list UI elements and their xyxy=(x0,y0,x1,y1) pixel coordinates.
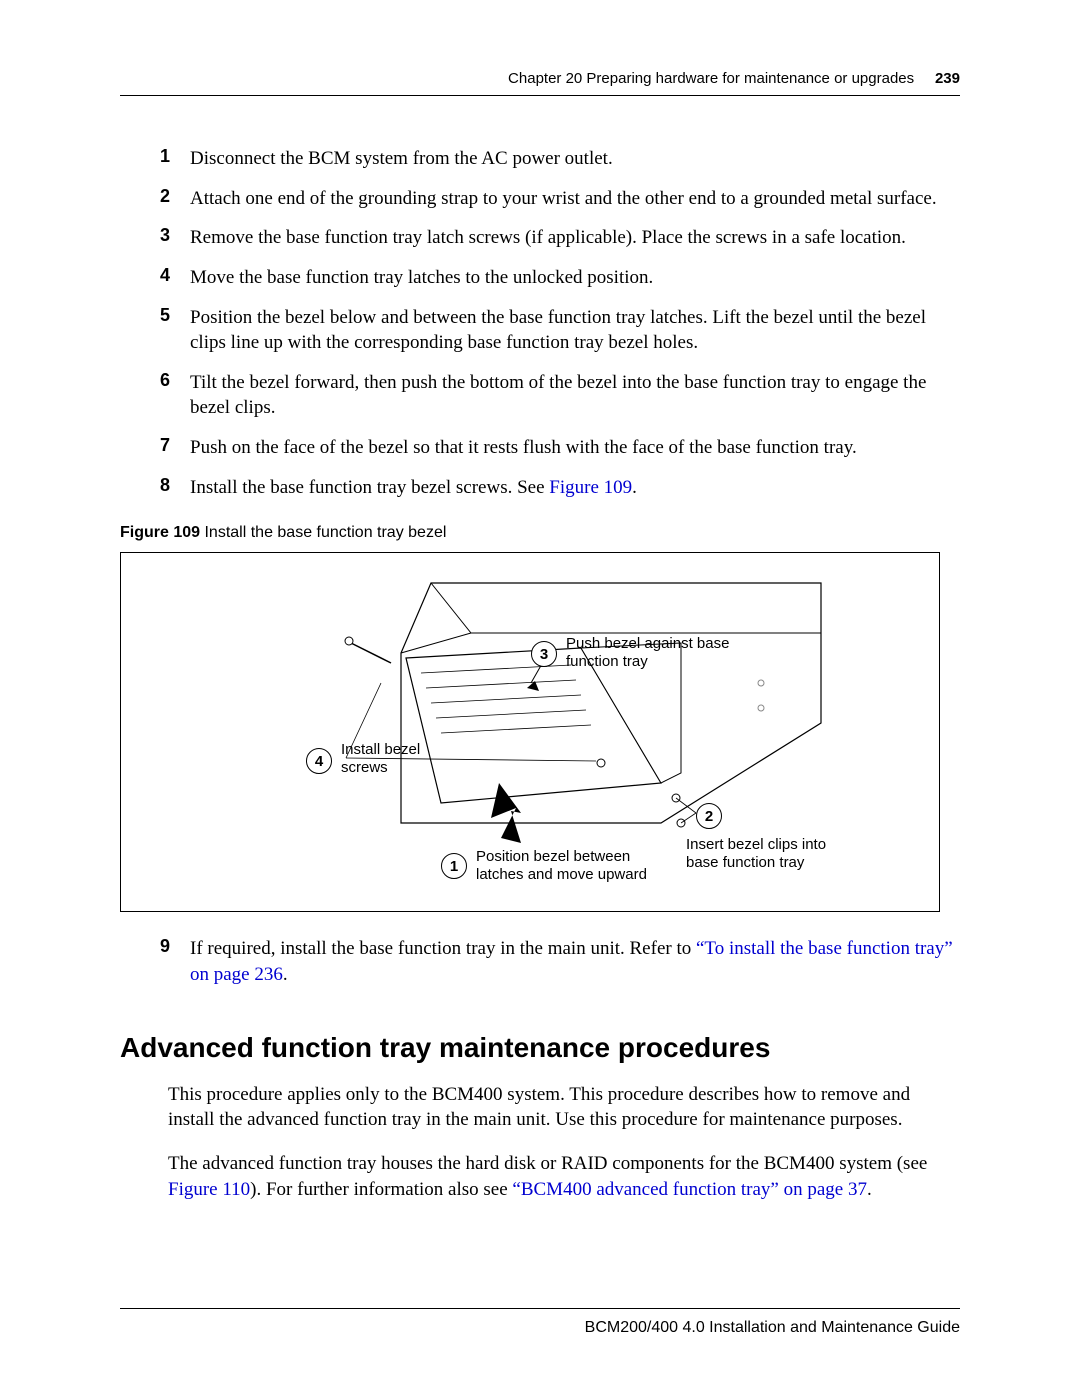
step-item: 5 Position the bezel below and between t… xyxy=(160,305,960,356)
step-number: 1 xyxy=(160,146,190,172)
step-text: If required, install the base function t… xyxy=(190,936,960,987)
step-item: 1 Disconnect the BCM system from the AC … xyxy=(160,146,960,172)
step-number: 6 xyxy=(160,370,190,421)
footer-text: BCM200/400 4.0 Installation and Maintena… xyxy=(585,1319,960,1336)
header-chapter: Chapter 20 Preparing hardware for mainte… xyxy=(508,70,914,87)
callout-2-label: Insert bezel clips into base function tr… xyxy=(686,836,826,872)
step-text: Remove the base function tray latch scre… xyxy=(190,225,906,251)
step-text: Install the base function tray bezel scr… xyxy=(190,475,637,501)
header-page-number: 239 xyxy=(935,70,960,87)
figure-109: 3 Push bezel against base function tray … xyxy=(120,552,940,912)
section-heading: Advanced function tray maintenance proce… xyxy=(120,1032,960,1064)
step-number: 4 xyxy=(160,265,190,291)
callout-1-label: Position bezel between latches and move … xyxy=(476,848,647,884)
step-text: Attach one end of the grounding strap to… xyxy=(190,186,937,212)
step-item: 4 Move the base function tray latches to… xyxy=(160,265,960,291)
callout-4-label: Install bezel screws xyxy=(341,741,420,777)
step-number: 2 xyxy=(160,186,190,212)
step-number: 5 xyxy=(160,305,190,356)
step-number: 8 xyxy=(160,475,190,501)
step-text: Disconnect the BCM system from the AC po… xyxy=(190,146,613,172)
step-text: Tilt the bezel forward, then push the bo… xyxy=(190,370,960,421)
step-item: 7 Push on the face of the bezel so that … xyxy=(160,435,960,461)
cross-ref-link[interactable]: “BCM400 advanced function tray” on page … xyxy=(512,1179,867,1200)
body-paragraph: This procedure applies only to the BCM40… xyxy=(168,1082,960,1133)
step-text: Position the bezel below and between the… xyxy=(190,305,960,356)
figure-link[interactable]: Figure 109 xyxy=(549,477,632,498)
callout-3-label: Push bezel against base function tray xyxy=(566,635,729,671)
body-paragraph: The advanced function tray houses the ha… xyxy=(168,1151,960,1202)
step-number: 3 xyxy=(160,225,190,251)
figure-title: Install the base function tray bezel xyxy=(200,524,446,541)
page-header: Chapter 20 Preparing hardware for mainte… xyxy=(120,70,960,96)
figure-link[interactable]: Figure 110 xyxy=(168,1179,250,1200)
figure-label: Figure 109 xyxy=(120,524,200,541)
step-number: 9 xyxy=(160,936,190,987)
step-item: 6 Tilt the bezel forward, then push the … xyxy=(160,370,960,421)
step-item: 8 Install the base function tray bezel s… xyxy=(160,475,960,501)
step-item: 9 If required, install the base function… xyxy=(160,936,960,987)
step-item: 3 Remove the base function tray latch sc… xyxy=(160,225,960,251)
step-item: 2 Attach one end of the grounding strap … xyxy=(160,186,960,212)
step-number: 7 xyxy=(160,435,190,461)
step-list: 1 Disconnect the BCM system from the AC … xyxy=(120,146,960,500)
page-footer: BCM200/400 4.0 Installation and Maintena… xyxy=(120,1308,960,1337)
step-text: Move the base function tray latches to t… xyxy=(190,265,653,291)
figure-caption: Figure 109 Install the base function tra… xyxy=(120,524,960,542)
step-text: Push on the face of the bezel so that it… xyxy=(190,435,857,461)
